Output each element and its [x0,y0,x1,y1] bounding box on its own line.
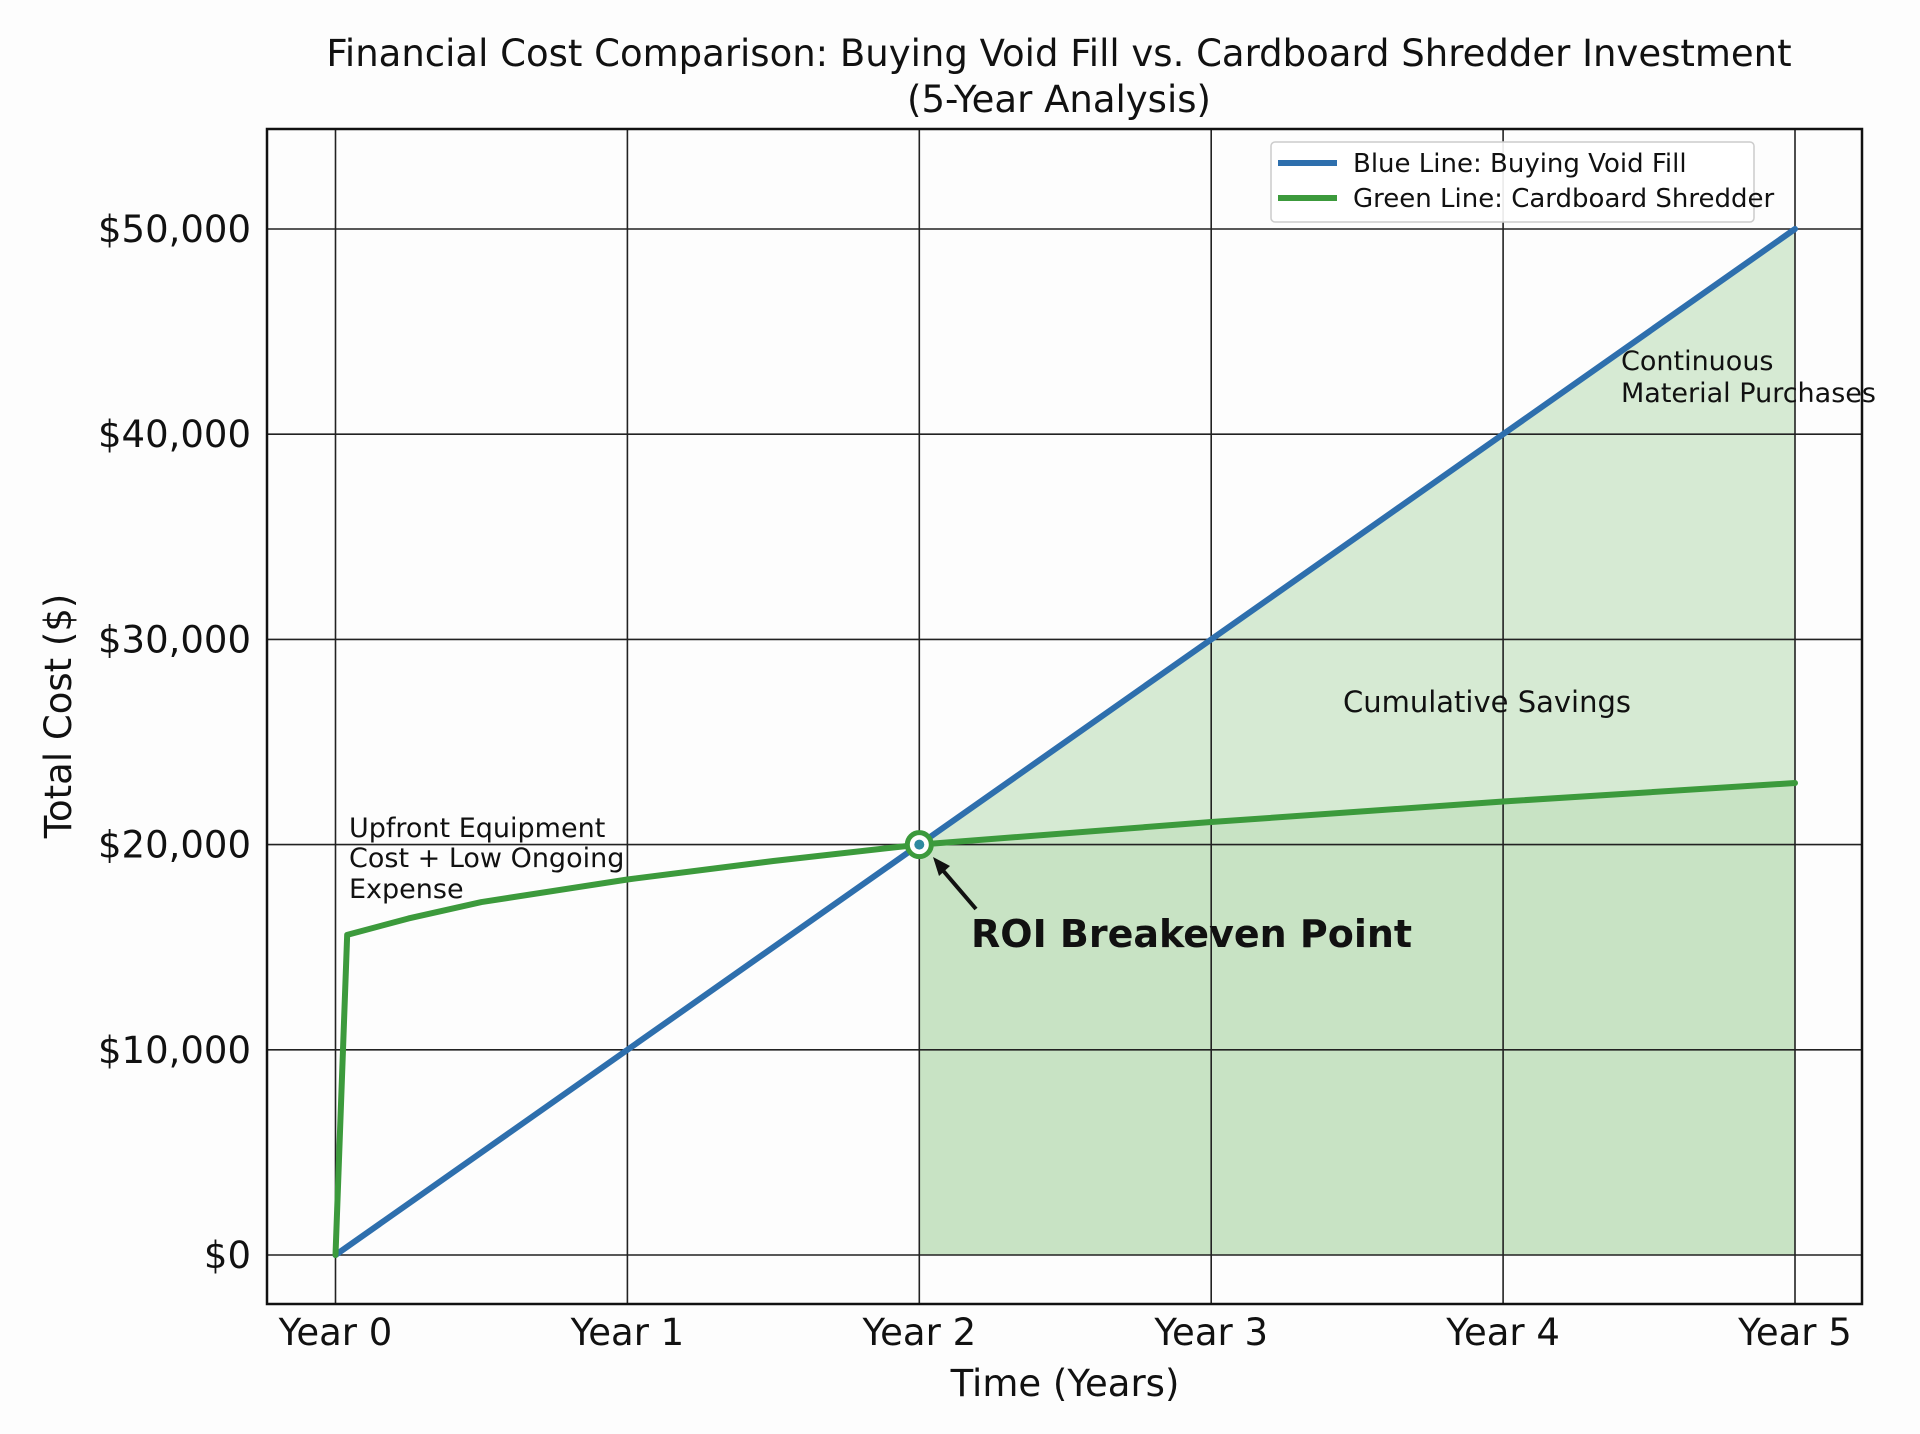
plot-frame [265,127,1864,1306]
x-tick-label: Year 5 [1737,1311,1852,1354]
upfront-annotation-line-1: Upfront Equipment [349,813,605,844]
y-tick-label: $40,000 [98,413,251,456]
y-tick-label: $50,000 [98,208,251,251]
y-tick-label: $20,000 [98,824,251,867]
legend-box [1270,141,1755,223]
breakeven-label: ROI Breakeven Point [971,912,1412,956]
y-tick-label: $10,000 [98,1029,251,1072]
x-axis-label: Time (Years) [950,1362,1180,1405]
series-lines [332,226,1798,1258]
grid-lines [267,129,1862,1304]
legend-label-green: Green Line: Cardboard Shredder [1353,184,1774,214]
savings-area-lower [919,783,1795,1255]
green-line-cardboard-shredder [332,780,1798,1258]
y-axis-label: Total Cost ($) [37,594,80,840]
y-tick-label: $0 [204,1234,251,1277]
x-tick-label: Year 0 [278,1311,393,1354]
x-tick-label: Year 3 [1153,1311,1268,1354]
blue-line-buying-void-fill [332,226,1798,1258]
continuous-annotation-line-2: Material Purchases [1621,378,1876,409]
y-axis-ticks: $0 $10,000 $20,000 $30,000 $40,000 $50,000 [98,208,251,1277]
x-tick-label: Year 2 [861,1311,976,1354]
continuous-annotation-line-1: Continuous [1621,346,1774,377]
legend: Blue Line: Buying Void Fill Green Line: … [1270,141,1774,223]
chart-title: Financial Cost Comparison: Buying Void F… [326,32,1791,75]
legend-label-blue: Blue Line: Buying Void Fill [1353,149,1687,179]
breakeven-arrow [933,857,978,911]
breakeven-marker-center [914,839,925,850]
chart-subtitle: (5-Year Analysis) [907,78,1211,121]
y-tick-label: $30,000 [98,618,251,661]
upfront-annotation-line-3: Expense [349,874,464,905]
cumulative-savings-label: Cumulative Savings [1343,685,1631,719]
upfront-annotation-line-2: Cost + Low Ongoing [349,843,624,874]
x-tick-label: Year 4 [1445,1311,1560,1354]
x-axis-ticks: Year 0 Year 1 Year 2 Year 3 Year 4 Year 5 [278,1311,1852,1354]
x-tick-label: Year 1 [570,1311,685,1354]
